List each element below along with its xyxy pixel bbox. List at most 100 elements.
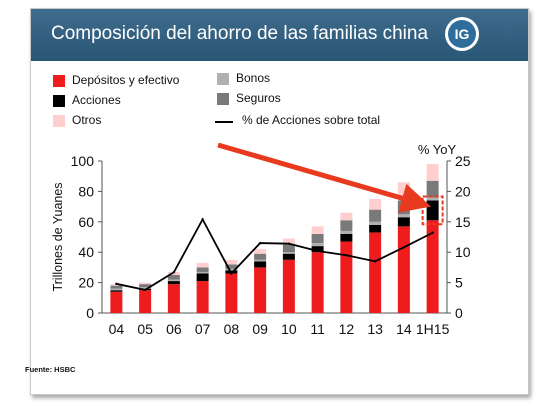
bar-segment (196, 281, 209, 313)
bar-segment (282, 244, 295, 253)
bar-segment (110, 290, 123, 292)
bar-segment (369, 209, 382, 222)
y-right-tick-label: 10 (455, 244, 471, 260)
legend-swatch-seguros (217, 93, 229, 105)
legend-swatch-bonos (217, 73, 229, 85)
x-tick-label: 07 (195, 321, 211, 337)
bar-segment (110, 288, 123, 291)
bar-segment (282, 259, 295, 313)
line-point (230, 272, 233, 275)
bar-segment (139, 290, 152, 313)
y-tick-label: 20 (78, 275, 94, 291)
ig-logo-text: IG (448, 20, 476, 48)
bar-segment (311, 252, 324, 313)
line-point (258, 241, 262, 245)
bar-segment (167, 275, 180, 280)
bar-segment (369, 221, 382, 225)
line-point (287, 242, 291, 245)
bar-segment (196, 262, 209, 268)
bar-segment (426, 197, 439, 201)
y-tick-label: 0 (86, 305, 94, 321)
bar-segment (340, 212, 353, 221)
x-tick-label: 11 (310, 321, 325, 337)
y-tick-label: 60 (78, 214, 94, 230)
y-right-axis-title: % YoY (418, 142, 457, 157)
bar-segment (167, 281, 180, 285)
x-tick-label: 13 (367, 321, 383, 337)
y-tick-label: 80 (78, 183, 94, 199)
legend-swatch-acciones (53, 95, 65, 107)
bar-segment (196, 271, 209, 274)
bar-segment (167, 279, 180, 282)
bar-segment (110, 291, 123, 313)
y-right-tick-label: 5 (455, 275, 463, 291)
bar-segment (225, 268, 238, 271)
y-tick-label: 40 (78, 244, 94, 260)
bar-segment (369, 232, 382, 313)
bar-segment (426, 220, 439, 313)
x-tick-label: 14 (396, 321, 412, 337)
bar-segment (282, 253, 295, 260)
bar-segment (311, 233, 324, 244)
bar-segment (340, 220, 353, 231)
header-bar: Composición del ahorro de las familias c… (31, 9, 528, 61)
legend-label-depositos: Depósitos y efectivo (72, 73, 180, 87)
bar-segment (254, 259, 267, 262)
bar-segment (426, 164, 439, 181)
bar-segment (397, 217, 410, 227)
bar-segment (110, 285, 123, 289)
ig-logo: IG (445, 17, 479, 51)
legend-label-acciones: Acciones (72, 93, 121, 107)
line-point (402, 246, 406, 249)
bar-segment (397, 214, 410, 218)
legend-label-bonos: Bonos (236, 71, 271, 85)
bar-segment (254, 261, 267, 268)
bar-segment (254, 267, 267, 313)
bar-segment (426, 180, 439, 198)
x-tick-label: 10 (281, 321, 297, 337)
bar-segment (340, 241, 353, 313)
y-axis-title: Trillones de Yuanes (51, 182, 65, 291)
bar-segment (254, 249, 267, 254)
line-point (431, 231, 434, 234)
line-point (143, 288, 147, 292)
y-right-tick-label: 15 (455, 214, 471, 230)
line-point (172, 271, 176, 274)
x-tick-label: 08 (224, 321, 240, 337)
legend-label-linea: % de Acciones sobre total (242, 113, 381, 127)
legend-label-seguros: Seguros (236, 91, 281, 105)
bar-segment (254, 253, 267, 260)
legend-swatch-depositos (53, 75, 65, 87)
bar-segment (139, 284, 152, 288)
chart-title: Composición del ahorro de las familias c… (51, 23, 429, 44)
bar-segment (311, 246, 324, 253)
line-point (373, 260, 377, 263)
line-point (345, 254, 348, 257)
line-series-path (116, 217, 434, 291)
bar-segment (139, 282, 152, 285)
bar-segment (282, 238, 295, 245)
x-tick-label: 06 (166, 321, 182, 337)
x-tick-label: 05 (137, 321, 153, 337)
bar-segment (282, 252, 295, 254)
legend-swatch-otros (53, 115, 65, 127)
bar-segment (225, 259, 238, 265)
annotation-arrow (217, 142, 432, 213)
bar-segment (196, 273, 209, 282)
line-point (201, 218, 204, 221)
line-point (115, 282, 118, 286)
y-right-tick-label: 25 (455, 153, 471, 169)
source-note: Fuente: HSBC (25, 365, 76, 374)
legend-swatch-linea (215, 121, 233, 123)
chart-card: Composición del ahorro de las familias c… (30, 8, 529, 395)
bar-segment (340, 233, 353, 242)
y-right-tick-label: 20 (455, 183, 471, 199)
bar-segment (369, 224, 382, 233)
bar-segment (340, 230, 353, 234)
bar-segment (225, 264, 238, 269)
bar-segment (397, 226, 410, 313)
y-right-tick-label: 0 (455, 305, 463, 321)
bar-segment (167, 271, 180, 275)
bar-segment (397, 200, 410, 215)
